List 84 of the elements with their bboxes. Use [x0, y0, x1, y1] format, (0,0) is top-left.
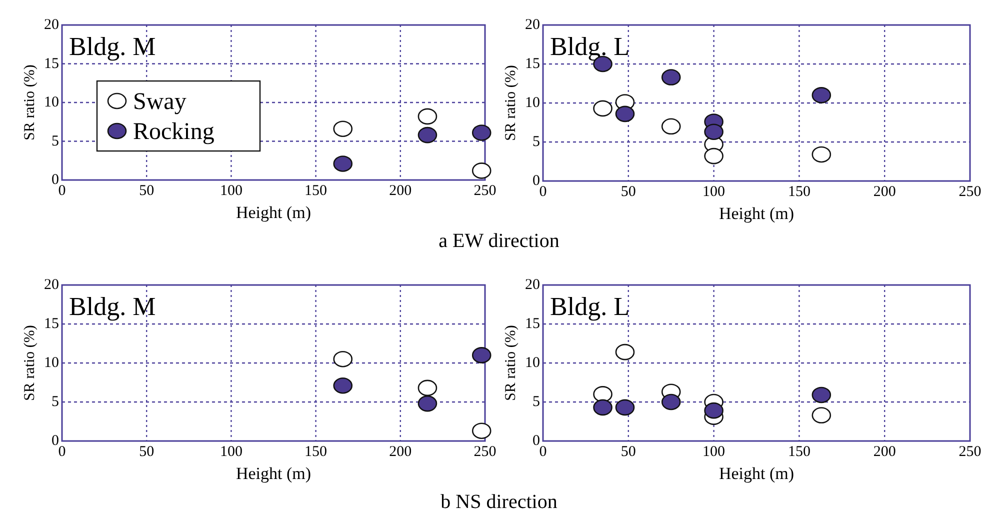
- point: [418, 108, 438, 125]
- y-tick-label: 15: [525, 56, 540, 72]
- x-tick-label: 250: [958, 444, 982, 460]
- y-tick-label: 0: [52, 172, 59, 188]
- x-axis-title: Height (m): [236, 203, 312, 222]
- x-tick-label: 250: [958, 184, 982, 200]
- y-tick-label: 10: [44, 355, 59, 371]
- x-tick-label: 150: [304, 183, 328, 199]
- point: [812, 386, 832, 404]
- y-tick-label: 20: [44, 277, 59, 293]
- point: [333, 156, 353, 172]
- x-tick-label: 50: [139, 444, 154, 460]
- legend-label: Sway: [133, 89, 186, 115]
- y-tick-label: 15: [44, 56, 59, 72]
- point: [418, 126, 438, 144]
- y-tick-label: 10: [44, 94, 59, 110]
- y-tick-label: 10: [525, 95, 540, 111]
- point: [472, 422, 492, 440]
- y-axis-title: SR ratio (%): [22, 64, 38, 140]
- y-tick-label: 5: [532, 394, 540, 410]
- point: [661, 118, 681, 135]
- y-tick-label: 5: [52, 394, 59, 410]
- point: [333, 377, 353, 394]
- point: [593, 100, 612, 117]
- point: [812, 146, 832, 163]
- x-tick-label: 250: [474, 444, 496, 460]
- point: [615, 106, 635, 122]
- x-tick-label: 200: [389, 444, 412, 460]
- x-tick-label: 100: [702, 444, 726, 460]
- x-tick-label: 200: [389, 183, 412, 199]
- point: [812, 87, 832, 104]
- point: [593, 386, 612, 402]
- y-tick-label: 20: [525, 17, 540, 33]
- x-tick-label: 50: [620, 444, 636, 460]
- chart-title: Bldg. M: [69, 32, 156, 61]
- x-tick-label: 250: [474, 183, 496, 199]
- y-tick-label: 5: [52, 133, 59, 150]
- x-tick-label: 150: [304, 444, 328, 460]
- point: [704, 402, 724, 419]
- point: [812, 407, 832, 424]
- x-tick-label: 200: [873, 184, 896, 200]
- point: [661, 394, 681, 410]
- x-axis-title: Height (m): [236, 464, 312, 483]
- legend-label: Rocking: [133, 119, 214, 145]
- y-tick-label: 0: [532, 173, 540, 189]
- x-tick-label: 50: [139, 183, 154, 199]
- y-axis-title: SR ratio (%): [503, 325, 519, 401]
- x-axis-title: Height (m): [718, 204, 794, 223]
- x-tick-label: 200: [873, 444, 896, 460]
- point: [333, 120, 353, 137]
- x-tick-label: 50: [620, 184, 636, 200]
- point: [333, 350, 353, 368]
- y-tick-label: 15: [525, 316, 540, 332]
- text: a EW direction: [438, 230, 560, 252]
- y-tick-label: 20: [525, 277, 540, 293]
- point: [661, 69, 681, 86]
- point: [418, 395, 438, 412]
- x-tick-label: 100: [220, 444, 242, 460]
- y-tick-label: 20: [44, 17, 59, 33]
- y-tick-label: 0: [52, 433, 59, 449]
- x-tick-label: 150: [788, 444, 810, 460]
- point: [704, 124, 724, 140]
- point: [704, 148, 724, 164]
- point: [615, 399, 635, 416]
- chart-title: Bldg. L: [550, 32, 630, 61]
- point: [615, 344, 635, 360]
- text: b NS direction: [440, 491, 558, 513]
- y-tick-label: 15: [44, 316, 59, 332]
- point: [418, 380, 438, 396]
- y-axis-title: SR ratio (%): [22, 325, 38, 401]
- y-tick-label: 5: [532, 134, 540, 150]
- x-tick-label: 100: [220, 183, 242, 199]
- y-tick-label: 10: [525, 355, 540, 371]
- x-axis-title: Height (m): [718, 464, 794, 483]
- chart-title: Bldg. L: [550, 292, 630, 321]
- point: [593, 399, 612, 416]
- point: [472, 124, 492, 141]
- point: [472, 347, 492, 364]
- y-axis-title: SR ratio (%): [503, 65, 519, 141]
- point: [472, 162, 492, 179]
- chart-title: Bldg. M: [69, 292, 156, 321]
- x-tick-label: 150: [788, 184, 810, 200]
- y-tick-label: 0: [532, 433, 540, 449]
- x-tick-label: 100: [702, 184, 726, 200]
